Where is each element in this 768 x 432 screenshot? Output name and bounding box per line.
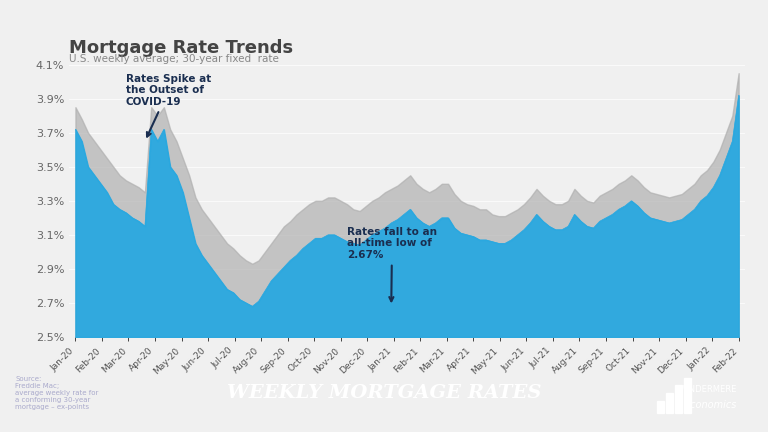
Text: Economics: Economics <box>685 400 737 410</box>
Text: Source:
Freddie Mac;
average weekly rate for
a conforming 30-year
mortgage – ex-: Source: Freddie Mac; average weekly rate… <box>15 376 99 410</box>
Text: U.S. weekly average; 30-year fixed  rate: U.S. weekly average; 30-year fixed rate <box>69 54 279 64</box>
Bar <box>675 385 682 413</box>
Text: Rates fall to an
all-time low of
2.67%: Rates fall to an all-time low of 2.67% <box>347 227 437 301</box>
Bar <box>657 401 664 413</box>
Bar <box>684 378 691 413</box>
Text: WEEKLY MORTGAGE RATES: WEEKLY MORTGAGE RATES <box>227 384 541 402</box>
Text: WINDERMERE: WINDERMERE <box>679 385 737 394</box>
Text: Rates Spike at
the Outset of
COVID-19: Rates Spike at the Outset of COVID-19 <box>126 73 211 137</box>
Text: Mortgage Rate Trends: Mortgage Rate Trends <box>69 39 293 57</box>
Bar <box>666 393 673 413</box>
Text: Rates rise from 3.11%
at the end of 2021 to
3.92% in just 8-weeks: Rates rise from 3.11% at the end of 2021… <box>0 431 1 432</box>
